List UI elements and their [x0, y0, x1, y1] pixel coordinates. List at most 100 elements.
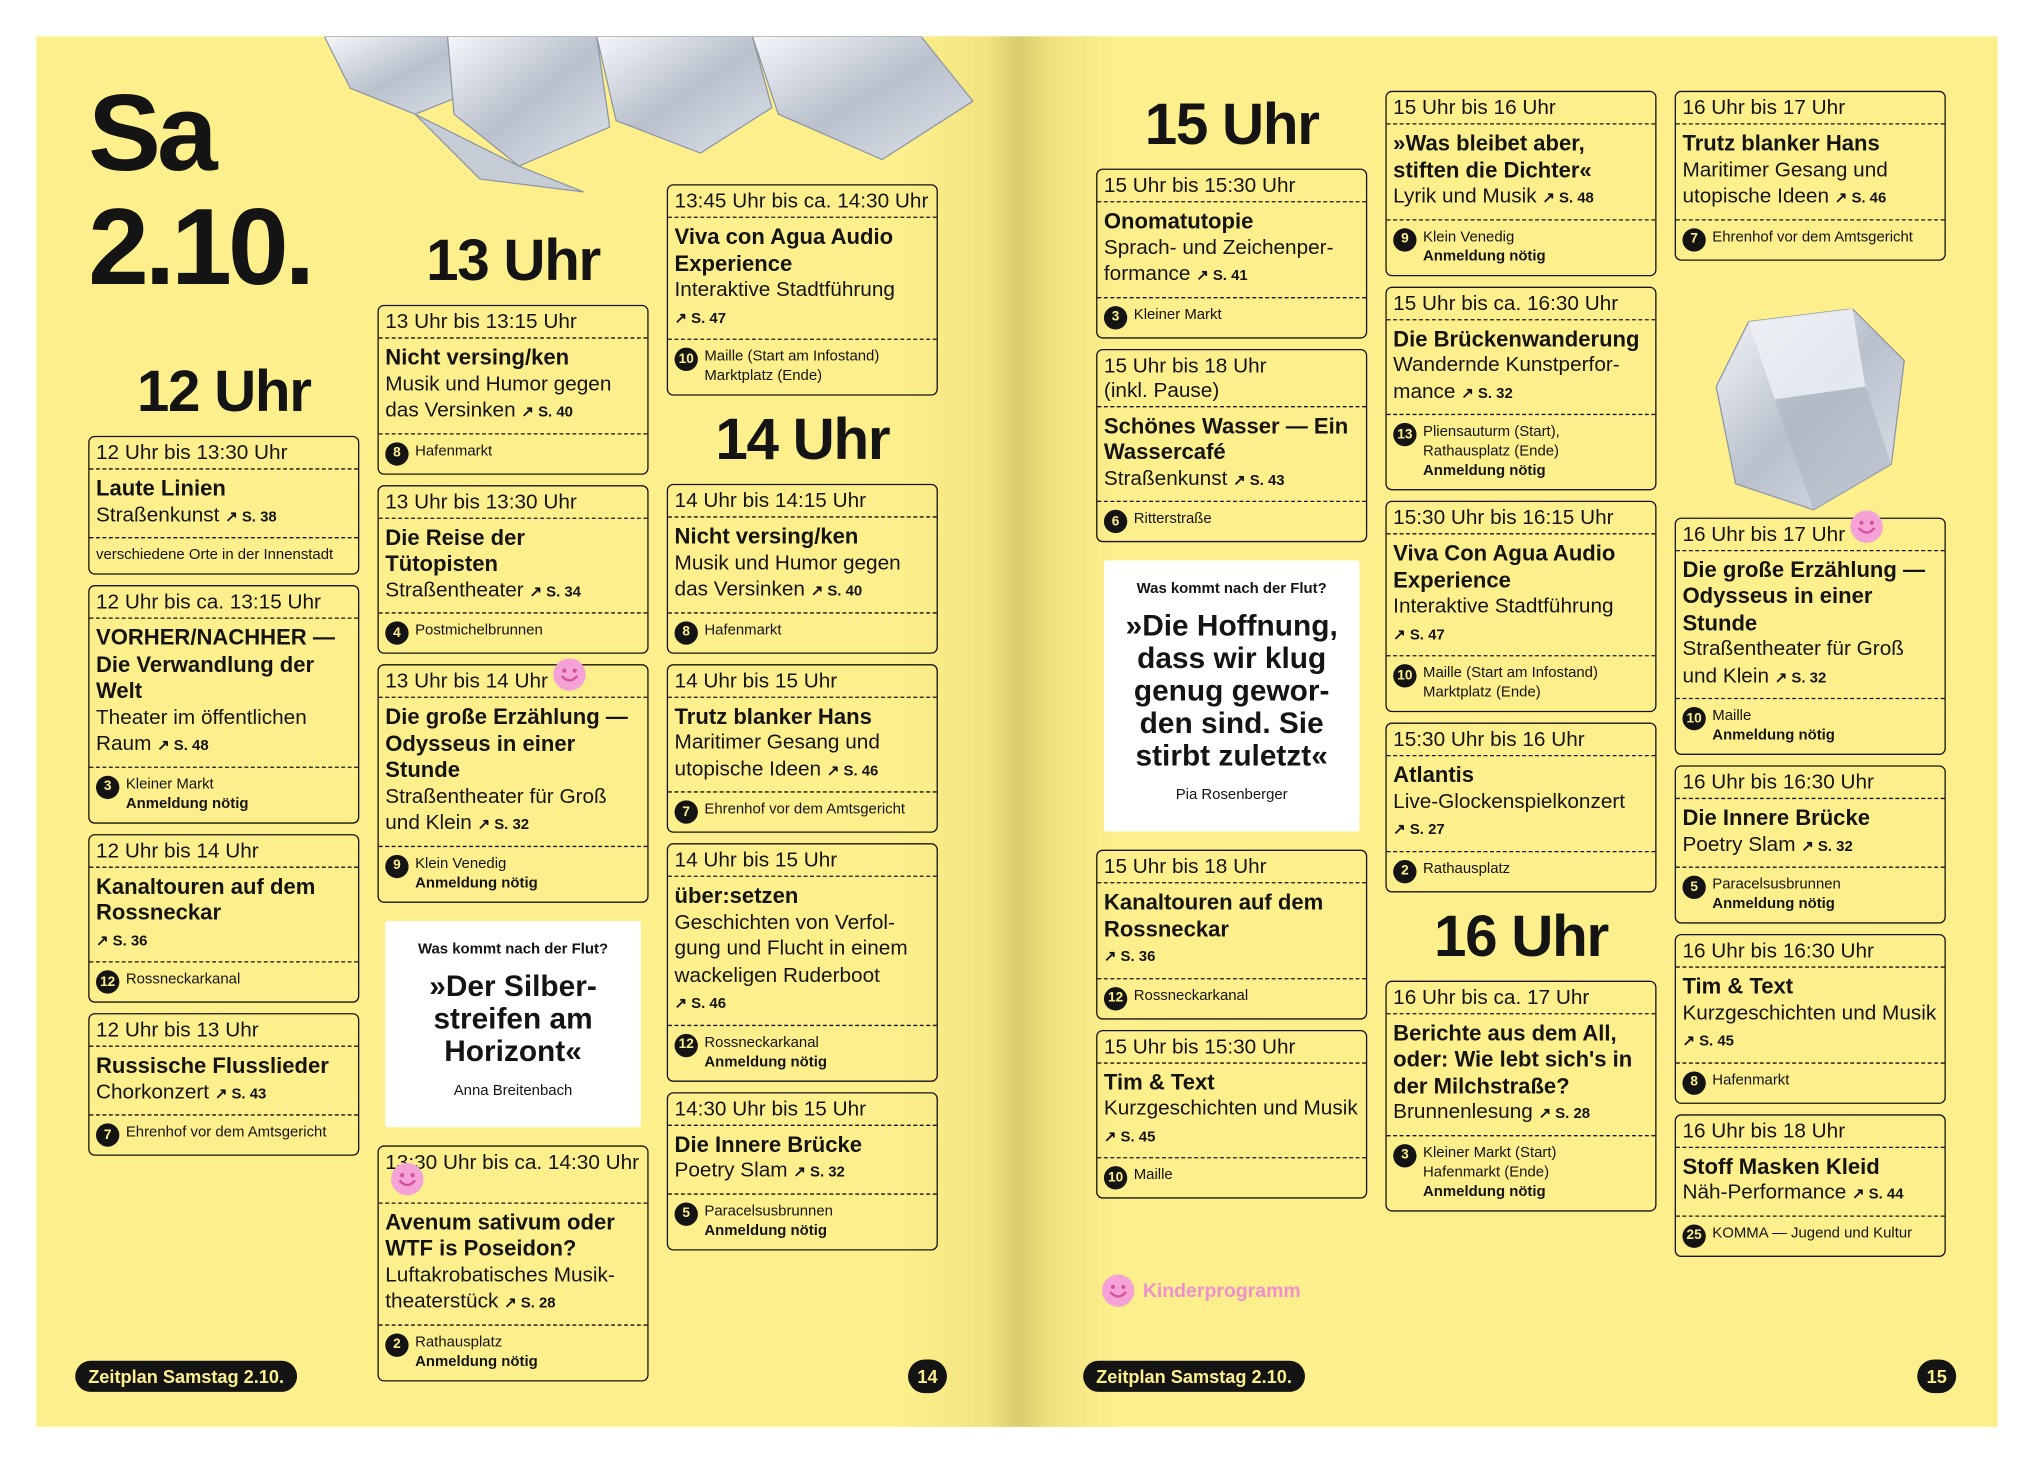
event-title: Atlantis [1393, 762, 1475, 788]
event-desc: Luftakrobatisches Musik­theaterstück [385, 1264, 615, 1313]
venue-wrap: Ritterstraße [1134, 510, 1212, 529]
event: 12 Uhr bis 13 Uhr Russische Flusslieder Ch… [88, 1013, 360, 1156]
venue: Kleiner Markt [125, 776, 214, 792]
event-time-row: 14 Uhr bis 15 Uhr [668, 844, 937, 877]
venue: Rathausplatz [1423, 860, 1511, 877]
venue-number: 13 [1393, 422, 1417, 447]
event-time-row: 13:30 Uhr bis ca. 14:30 Uhr [378, 1146, 648, 1204]
event-time: 15:30 Uhr bis 16 Uhr [1393, 729, 1585, 752]
event-ref: ↗ S. 34 [529, 584, 581, 600]
event-ref: ↗ S. 48 [1542, 190, 1594, 207]
venue-wrap: Hafenmarkt [704, 621, 781, 640]
venue-wrap: Maille [1134, 1166, 1173, 1185]
event-title: über:setzen [674, 883, 799, 909]
event-desc: Chorkonzert [95, 1081, 210, 1104]
event-body: Trutz blanker Hans Maritimer Gesang und u… [668, 697, 937, 791]
event-time-row: 15 Uhr bis 18 Uhr (inkl. Pause) [1097, 350, 1366, 407]
event-body: Onomatutopie Sprach- und Zeichenper­forma… [1097, 202, 1366, 296]
venue: Rossneckarkanal [704, 1034, 819, 1051]
event: 16 Uhr bis 17 Uhr Die große Erzählung — O… [1674, 510, 1946, 755]
event-note: Anmeldung nötig [1423, 248, 1546, 264]
venue-number: 12 [1103, 986, 1128, 1010]
venue-number: 8 [1682, 1070, 1706, 1095]
event: 13 Uhr bis 14 Uhr Die große Erzählung — O… [377, 658, 649, 903]
venue-number: 25 [1682, 1223, 1706, 1248]
event-time: 16 Uhr bis ca. 17 Uhr [1393, 986, 1590, 1009]
event-body: Die Reise der Tütopisten Straßentheater ↗… [379, 518, 648, 612]
venue: Klein Venedig [415, 855, 507, 872]
venue-number: 2 [385, 1332, 409, 1357]
venue-number: 3 [1393, 1143, 1417, 1167]
event-ref: ↗ S. 40 [810, 583, 863, 600]
venue: Pliensauturm (Start), Rathausplatz (Ende… [1423, 424, 1560, 460]
venue: Maille (Start am Infostand) Marktplatz (… [1423, 665, 1598, 701]
event-time-row: 15 Uhr bis ca. 16:30 Uhr [1386, 287, 1656, 320]
day-title: Sa 2.10. [88, 75, 359, 303]
venue: Maille [1712, 708, 1752, 724]
event-body: Tim & Text Kurzgeschichten und Musik ↗ S.… [1676, 968, 1945, 1062]
event-desc: Theater im öffentlichen Raum [95, 706, 307, 755]
event-ref: ↗ S. 28 [504, 1295, 556, 1312]
venue-number: 8 [385, 441, 409, 466]
venue-wrap: verschiedene Orte in der Innenstadt [96, 546, 333, 565]
event-desc: Maritimer Gesang und utopische Ideen [674, 731, 880, 781]
event-body: Atlantis Live-Glockenspielkonzert ↗ S. 27 [1387, 756, 1656, 850]
quote-box: Was kommt nach der Flut? »Der Silber- str… [385, 920, 641, 1127]
event-title: VORHER/NACHHER — Die Verwandlung der Wel… [95, 625, 335, 704]
venue: Maille (Start am Infostand) Marktplatz (… [704, 348, 880, 384]
event: 12 Uhr bis 13:30 Uhr Laute Linien Straßenk… [88, 435, 360, 575]
event: 16 Uhr bis 16:30 Uhr Tim & Text Kurzgeschi… [1674, 933, 1946, 1104]
event-desc: Straßentheater [385, 579, 524, 602]
event: 15 Uhr bis 15:30 Uhr Tim & Text Kurzgeschi… [1096, 1029, 1368, 1199]
venue-number: 3 [95, 775, 120, 799]
venue-wrap: Ehrenhof vor dem Amtsgericht [126, 1123, 327, 1142]
event: 13 Uhr bis 13:30 Uhr Die Reise der Tütopi… [377, 484, 649, 654]
event-time-row: 14 Uhr bis 14:15 Uhr [668, 485, 937, 518]
event-title: Trutz blanker Hans [1682, 131, 1880, 156]
event-venue-row: 5 Paracelsusbrunnen Anmeldung nötig [668, 1192, 937, 1249]
event-title: Schönes Wasser — Ein Wassercafé [1103, 413, 1349, 465]
event-time-row: 16 Uhr bis 18 Uhr [1675, 1115, 1945, 1148]
event-ref: ↗ S. 28 [1538, 1106, 1591, 1123]
event-title: Viva con Agua Audio Experience [674, 224, 894, 276]
venue-number: 5 [1682, 875, 1706, 899]
venue-number: 3 [1103, 305, 1128, 329]
event-body: Kanaltouren auf dem Rossneckar ↗ S. 36 [90, 867, 359, 961]
event-time: 16 Uhr bis 17 Uhr [1682, 97, 1846, 120]
event-time: 14 Uhr bis 15 Uhr [674, 669, 838, 693]
event: 14 Uhr bis 15 Uhr Trutz blanker Hans Marit… [666, 663, 938, 833]
venue-number: 9 [1393, 227, 1417, 252]
venue-wrap: Maille (Start am Infostand) Marktplatz (… [1423, 664, 1598, 703]
event-desc: Poetry Slam [1682, 833, 1796, 856]
event-title: Laute Linien [95, 476, 226, 501]
event-time: 12 Uhr bis 13 Uhr [95, 1019, 259, 1042]
kids-icon [1101, 1274, 1135, 1307]
event-time: 15 Uhr bis 16 Uhr [1393, 97, 1556, 120]
event: 15 Uhr bis 18 Uhr (inkl. Pause) Schönes W… [1096, 348, 1368, 543]
venue: verschiedene Orte in der Innenstadt [95, 547, 334, 563]
event-time-row: 16 Uhr bis 16:30 Uhr [1675, 935, 1945, 968]
venue-wrap: Pliensauturm (Start), Rathausplatz (Ende… [1423, 423, 1560, 481]
event-desc: Wandernde Kunstperfor­mance [1393, 354, 1620, 403]
hour-heading: 14 Uhr [715, 406, 890, 473]
event-time: 16 Uhr bis 17 Uhr [1682, 523, 1846, 546]
event-ref: ↗ S. 44 [1852, 1186, 1904, 1203]
event-time: 16 Uhr bis 18 Uhr [1682, 1120, 1846, 1143]
venue-wrap: Hafenmarkt [415, 442, 492, 461]
event-title: »Was bleibet aber, stiften die Dichter« [1393, 131, 1592, 183]
column: 13:45 Uhr bis ca. 14:30 Uhr Viva con Agua… [666, 184, 938, 1250]
event-venue-row: 10 Maille (Start am Infostand) Marktplatz… [668, 338, 937, 395]
event: 15 Uhr bis 15:30 Uhr Onomatutopie Sprach- … [1096, 168, 1368, 338]
event-venue-row: 10 Maille [1097, 1157, 1366, 1197]
column: 13 Uhr 13 Uhr bis 13:15 Uhr Nicht versing/… [377, 227, 649, 1381]
event-title: Die große Erzählung — Odysseus in einer … [385, 704, 628, 783]
column: 15 Uhr bis 16 Uhr »Was bleibet aber, stif… [1385, 90, 1657, 1211]
page-number: 15 [1917, 1359, 1957, 1394]
venue-number: 10 [1682, 706, 1706, 731]
event-time-row: 14 Uhr bis 15 Uhr [668, 665, 937, 698]
event-venue-row: 10 Maille (Start am Infostand) Marktplatz… [1386, 655, 1656, 711]
venue: Maille [1133, 1167, 1173, 1184]
event-time-row: 12 Uhr bis 14 Uhr [89, 835, 359, 868]
event-venue-row: 9 Klein Venedig Anmeldung nötig [378, 845, 648, 901]
